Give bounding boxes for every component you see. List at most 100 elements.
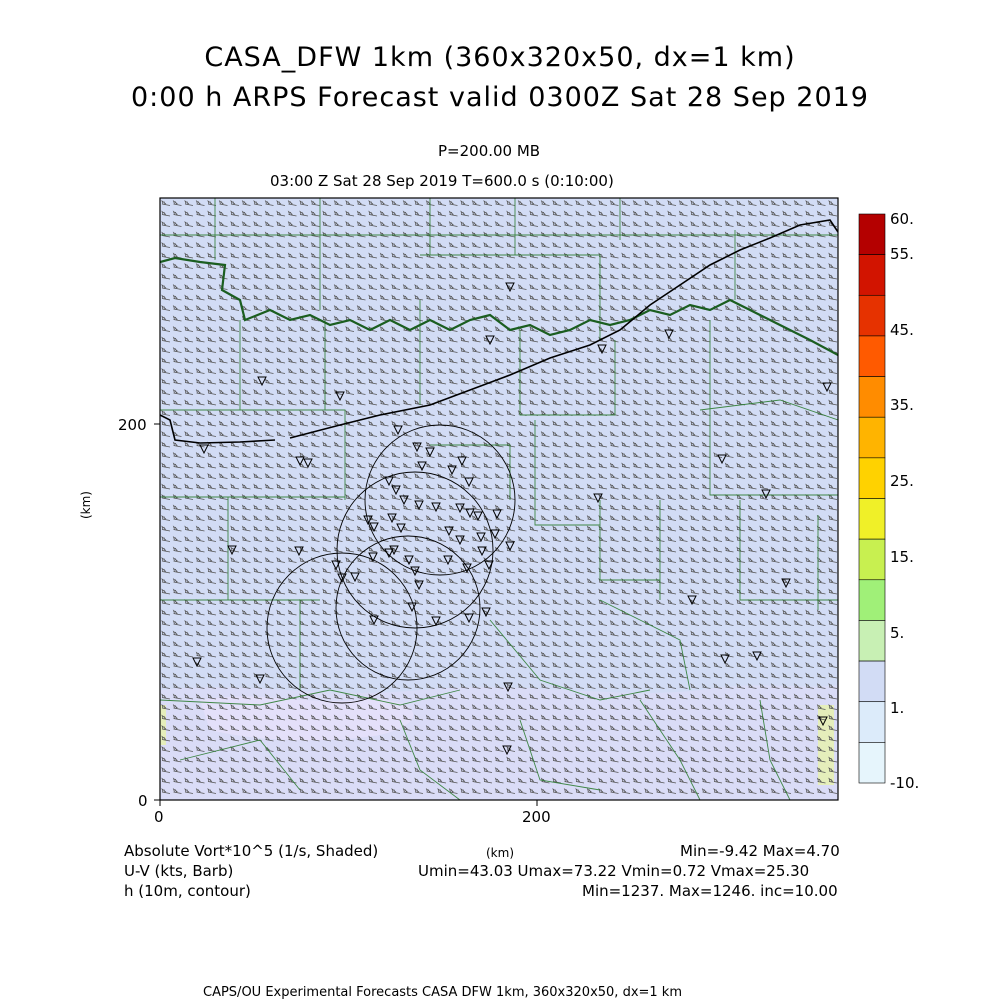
wind-barb: [276, 200, 286, 206]
wind-barb: [379, 326, 389, 332]
wind-barb: [621, 231, 631, 238]
wind-barb: [575, 315, 585, 322]
wind-barb: [437, 294, 447, 301]
wind-barb: [322, 263, 332, 269]
wind-barb: [586, 357, 596, 364]
wind-barb: [241, 231, 251, 238]
wind-barb: [471, 210, 481, 217]
wind-barb: [253, 305, 263, 311]
wind-barb: [690, 200, 700, 206]
wind-barb: [586, 336, 596, 343]
wind-barb: [333, 305, 343, 311]
colorbar-swatch: [858, 254, 886, 296]
wind-barb: [460, 263, 470, 269]
wind-barb: [782, 284, 792, 290]
wind-barb: [736, 200, 746, 206]
wind-barb: [759, 210, 769, 217]
wind-barb: [414, 273, 424, 280]
wind-barb: [253, 284, 263, 290]
wind-barb: [402, 221, 412, 227]
wind-barb: [241, 200, 251, 206]
wind-barb: [471, 252, 481, 259]
wind-barb: [448, 347, 458, 353]
colorbar-swatch: [858, 457, 886, 499]
wind-barb: [540, 242, 550, 248]
wind-barb: [276, 357, 286, 364]
wind-barb: [195, 263, 205, 269]
wind-barb: [632, 263, 642, 269]
wind-barb: [736, 252, 746, 259]
wind-barb: [299, 273, 309, 280]
wind-barb: [345, 242, 355, 248]
wind-barb: [736, 221, 746, 227]
wind-barb: [540, 263, 550, 269]
wind-barb: [644, 200, 654, 206]
wind-barb: [471, 347, 481, 353]
wind-barb: [310, 221, 320, 227]
wind-barb: [632, 242, 642, 248]
wind-barb: [414, 210, 424, 217]
wind-barb: [621, 210, 631, 217]
wind-barb: [529, 242, 539, 248]
wind-barb: [563, 357, 573, 364]
wind-barb: [759, 242, 769, 248]
wind-barb: [218, 294, 228, 301]
wind-barb: [575, 210, 585, 217]
colorbar-swatch: [858, 660, 886, 703]
colorbar-label-25: 25.: [890, 472, 914, 490]
wind-barb: [368, 200, 378, 206]
wind-barb: [437, 242, 447, 248]
wind-barb: [402, 231, 412, 238]
wind-barb: [207, 347, 217, 353]
wind-barb: [621, 294, 631, 301]
wind-barb: [345, 252, 355, 259]
wind-barb: [460, 284, 470, 290]
wind-barb: [184, 221, 194, 227]
wind-barb: [632, 200, 642, 206]
wind-barb: [471, 284, 481, 290]
wind-barb: [172, 210, 182, 217]
wind-barb: [770, 252, 780, 259]
wind-barb: [483, 305, 493, 311]
wind-barb: [563, 252, 573, 259]
wind-barb: [425, 221, 435, 227]
wind-barb: [425, 305, 435, 311]
wind-barb: [218, 200, 228, 206]
wind-barb: [414, 231, 424, 238]
wind-barb: [816, 263, 826, 269]
wind-barb: [552, 336, 562, 343]
wind-barb: [310, 263, 320, 269]
colorbar-swatch: [858, 579, 886, 621]
wind-barb: [506, 336, 516, 343]
wind-barb: [540, 200, 550, 206]
wind-barb: [218, 326, 228, 332]
wind-barbs-layer: [161, 200, 838, 794]
wind-barb: [621, 221, 631, 227]
wind-barb: [805, 315, 815, 322]
wind-barb: [287, 200, 297, 206]
wind-barb: [460, 200, 470, 206]
wind-barb: [368, 315, 378, 322]
wind-barb: [391, 221, 401, 227]
wind-barb: [230, 326, 240, 332]
wind-barb: [368, 252, 378, 259]
wind-barb: [713, 336, 723, 343]
wind-barb: [747, 263, 757, 269]
wind-barb: [483, 252, 493, 259]
wind-barb: [402, 315, 412, 322]
wind-barb: [414, 284, 424, 290]
wind-barb: [333, 294, 343, 301]
wind-barb: [828, 231, 838, 238]
wind-barb: [816, 273, 826, 280]
wind-barb: [172, 357, 182, 364]
wind-barb: [793, 263, 803, 269]
wind-barb: [483, 242, 493, 248]
wind-barb: [161, 263, 171, 269]
wind-barb: [264, 336, 274, 343]
wind-barb: [299, 284, 309, 290]
wind-barb: [701, 357, 711, 364]
wind-barb: [747, 273, 757, 280]
wind-barb: [586, 294, 596, 301]
colorbar-swatch: [858, 416, 886, 459]
wind-barb: [529, 305, 539, 311]
